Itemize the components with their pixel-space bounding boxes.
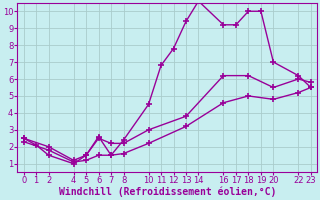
X-axis label: Windchill (Refroidissement éolien,°C): Windchill (Refroidissement éolien,°C) xyxy=(59,187,276,197)
